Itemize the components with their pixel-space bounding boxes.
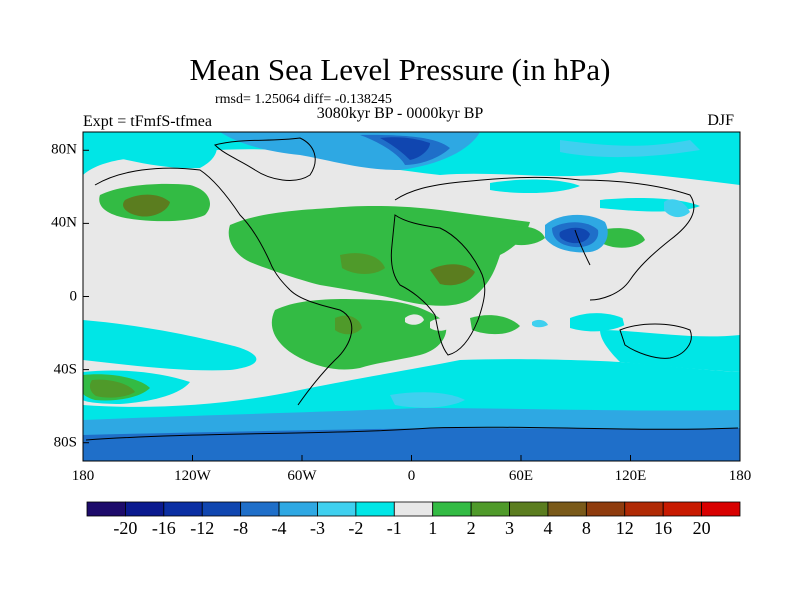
colorbar-label: 2 xyxy=(466,518,476,538)
colorbar-label: 8 xyxy=(581,518,591,538)
lat-label: 80S xyxy=(53,434,77,451)
colorbar-swatch xyxy=(86,501,126,517)
lon-label: 120W xyxy=(174,468,211,484)
lon-label: 0 xyxy=(407,468,416,484)
colorbar-swatch xyxy=(509,501,549,517)
colorbar-swatch xyxy=(355,501,395,517)
colorbar-swatch xyxy=(240,501,280,517)
colorbar-swatch xyxy=(125,501,165,517)
lon-label: 120E xyxy=(614,468,647,484)
colorbar-label: 4 xyxy=(543,518,553,538)
colorbar xyxy=(86,501,741,517)
lon-label: 60W xyxy=(287,468,317,484)
stats-text: rmsd= 1.25064 diff= -0.138245 xyxy=(215,92,392,107)
colorbar-label: -4 xyxy=(271,518,287,538)
colorbar-label: -2 xyxy=(348,518,364,538)
map-field xyxy=(83,132,740,461)
experiment-label: Expt = tFmfS-tfmea xyxy=(83,113,213,130)
colorbar-swatch xyxy=(701,501,741,517)
colorbar-label: -3 xyxy=(309,518,325,538)
colorbar-label: -8 xyxy=(233,518,249,538)
colorbar-label: -16 xyxy=(151,518,176,538)
colorbar-label: 1 xyxy=(428,518,438,538)
colorbar-label: -1 xyxy=(386,518,402,538)
colorbar-swatch xyxy=(624,501,664,517)
southern-band-west xyxy=(83,320,257,371)
colorbar-swatch xyxy=(201,501,242,517)
lat-label: 0 xyxy=(69,288,78,304)
lat-label: 40S xyxy=(53,361,77,378)
colorbar-swatch xyxy=(432,501,472,517)
colorbar-swatch xyxy=(317,501,357,517)
lon-label: 180 xyxy=(71,468,95,484)
colorbar-swatch xyxy=(393,501,434,517)
colorbar-label: 3 xyxy=(505,518,515,538)
colorbar-swatch xyxy=(585,501,626,517)
map-title: Mean Sea Level Pressure (in hPa) xyxy=(189,52,611,87)
colorbar-label: 20 xyxy=(692,518,711,538)
lon-label: 60E xyxy=(508,468,534,484)
colorbar-label: -20 xyxy=(113,518,138,538)
colorbar-label: -12 xyxy=(190,518,215,538)
coastlines xyxy=(85,137,739,441)
colorbar-label: 12 xyxy=(615,518,634,538)
season-label: DJF xyxy=(707,112,734,129)
colorbar-label: 16 xyxy=(654,518,673,538)
colorbar-swatch xyxy=(470,501,510,517)
s-america-green xyxy=(271,299,447,370)
colorbar-swatch xyxy=(547,501,587,517)
period-label: 3080kyr BP - 0000kyr BP xyxy=(316,105,484,122)
lon-label: 180 xyxy=(728,468,752,484)
lat-label: 40N xyxy=(51,214,77,231)
colorbar-swatch xyxy=(278,501,318,517)
axis-ticks xyxy=(82,149,741,461)
lat-label: 80N xyxy=(51,141,77,158)
colorbar-swatch xyxy=(163,501,203,517)
colorbar-swatch xyxy=(662,501,702,517)
